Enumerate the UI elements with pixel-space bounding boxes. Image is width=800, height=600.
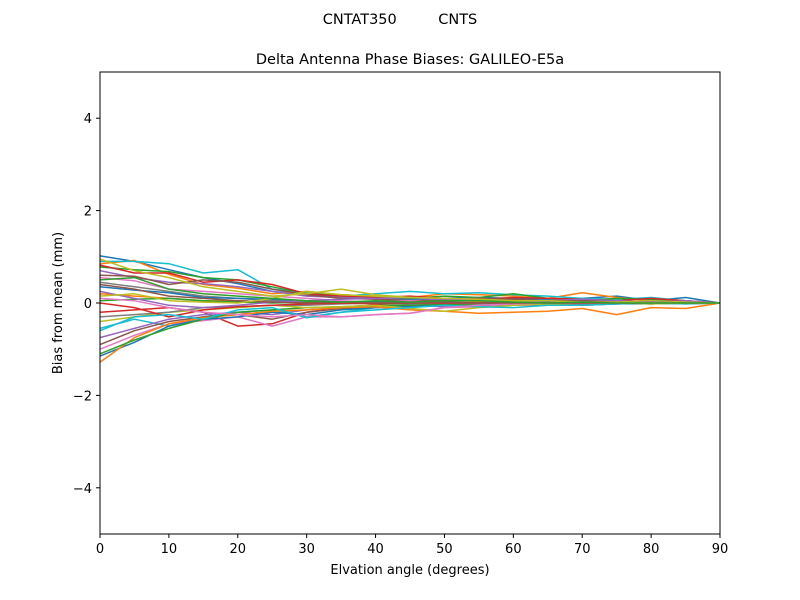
series-line-29 (99, 290, 720, 304)
y-tick-label: 2 (84, 205, 92, 220)
series-line-4 (99, 266, 721, 304)
x-tick-label: 60 (505, 542, 522, 557)
series-line-20 (99, 302, 721, 363)
series-line-3 (100, 260, 721, 304)
y-axis-ticks: −4 −2 0 2 4 (73, 112, 100, 497)
x-axis-label: Elvation angle (degrees) (330, 563, 489, 578)
x-tick-label: 70 (574, 542, 591, 557)
y-tick-label: 0 (84, 297, 92, 312)
chart-title: Delta Antenna Phase Biases: GALILEO-E5a (256, 52, 564, 68)
x-tick-label: 50 (436, 542, 453, 557)
x-tick-label: 20 (230, 542, 247, 557)
x-tick-label: 40 (367, 542, 384, 557)
x-tick-label: 80 (643, 542, 660, 557)
series-lines (99, 255, 721, 363)
x-tick-label: 0 (96, 542, 104, 557)
x-tick-label: 10 (161, 542, 178, 557)
x-tick-label: 30 (298, 542, 315, 557)
y-tick-label: −4 (73, 482, 92, 497)
x-tick-label: 90 (712, 542, 729, 557)
x-axis-ticks: 0 10 20 30 40 50 60 70 80 90 (96, 534, 728, 557)
y-tick-label: −2 (73, 389, 92, 404)
figure-suptitle: CNTAT350 CNTS (323, 12, 478, 28)
series-line-26 (99, 302, 721, 332)
y-tick-label: 4 (84, 112, 92, 127)
series-line-30 (99, 276, 720, 304)
y-axis-label: Bias from mean (mm) (51, 232, 66, 374)
